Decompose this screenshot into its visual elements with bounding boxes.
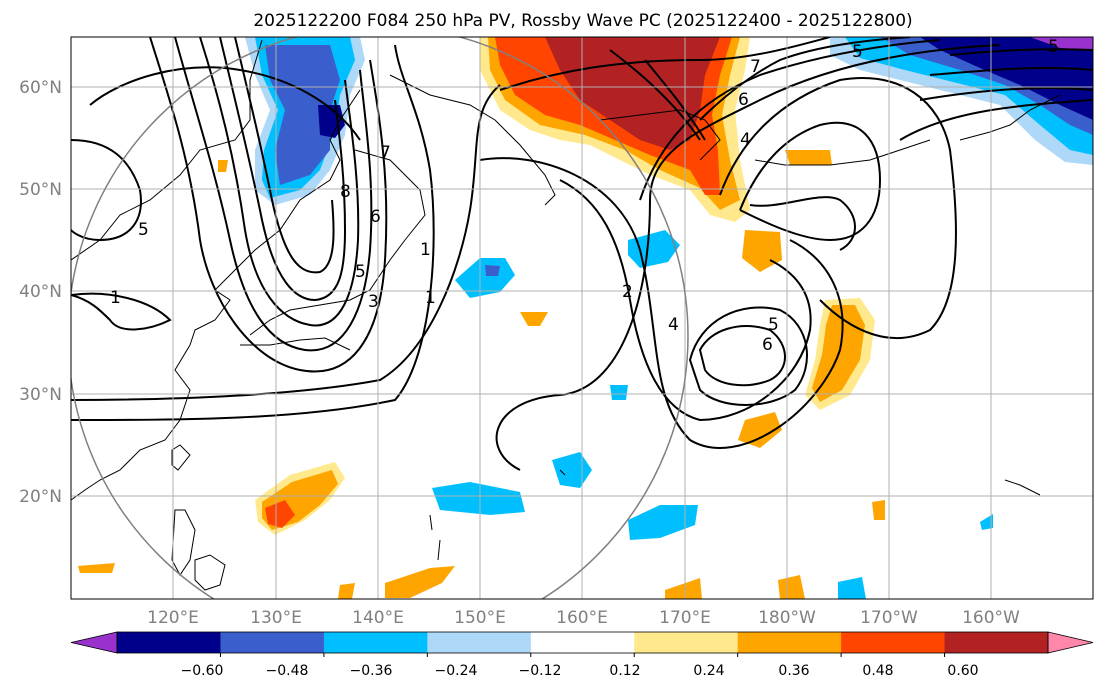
lat-label: 20°N [19,487,62,507]
colorbar-segment [323,632,428,653]
colorbar-segment [841,632,946,653]
colorbar-tick-label: 0.36 [778,663,809,679]
lon-label: 140°E [352,608,404,628]
latitude-labels: 60°N 50°N 40°N 30°N 20°N [19,78,62,507]
contour-labels: 1 5 8 6 7 5 3 1 6 7 4 2 4 5 6 5 5 1 [110,37,1059,355]
lon-label: 180°W [758,608,816,628]
longitude-labels: 120°E 130°E 140°E 150°E 160°E 170°E 180°… [147,608,1020,628]
contour-label: 2 [622,282,633,302]
colorbar-outline [116,631,1049,654]
contour-label: 4 [740,130,751,150]
contour-label: 5 [355,262,366,282]
colorbar-segment [117,632,221,653]
contour-label: 6 [762,335,773,355]
graticule [71,37,1093,599]
colorbar-segment [944,632,1049,653]
lon-label: 160°E [556,608,608,628]
contour-label: 5 [138,220,149,240]
colorbar-tick-label: 0.24 [693,663,724,679]
colorbar-tick-label: 0.48 [862,663,893,679]
lon-label: 170°W [860,608,918,628]
colorbar-tick-label: −0.12 [519,663,562,679]
lon-label: 120°E [147,608,199,628]
contour-label: 7 [380,143,391,163]
colorbar-segment [427,632,532,653]
contour-label: 7 [750,57,761,77]
colorbar-tick-label: −0.60 [181,663,224,679]
colorbar-tick-label: −0.48 [266,663,309,679]
contour-label: 1 [420,240,431,260]
colorbar-extend-low [70,631,118,654]
contour-label: 5 [852,42,863,62]
reference-circle [71,37,689,599]
lon-label: 130°E [250,608,302,628]
contour-label: 5 [1048,37,1059,57]
colorbar-tick-label: −0.36 [350,663,393,679]
map-frame [70,36,1094,600]
chart-title: 2025122200 F084 250 hPa PV, Rossby Wave … [253,11,912,31]
colorbar-tick-labels: −0.60 −0.48 −0.36 −0.24 −0.12 0.12 0.24 … [181,663,979,679]
colorbar-extend-high [1047,631,1094,654]
lat-label: 40°N [19,282,62,302]
colorbar-tick-label: 0.60 [947,663,978,679]
lat-label: 60°N [19,78,62,98]
contour-label: 3 [368,292,379,312]
lon-label: 150°E [454,608,506,628]
lat-label: 50°N [19,180,62,200]
colorbar-tick-label: −0.24 [435,663,478,679]
colorbar-segment [634,632,739,653]
lon-label: 160°W [962,608,1020,628]
contour-label: 6 [370,207,381,227]
contour-label: 4 [668,315,679,335]
colorbar-tick-label: 0.12 [609,663,640,679]
lon-label: 170°E [659,608,711,628]
colorbar-segment [220,632,325,653]
lat-label: 30°N [19,385,62,405]
contour-label: 8 [340,182,351,202]
negative-anomaly-central [455,258,515,298]
contour-label: 1 [425,288,436,308]
colorbar-segment [530,632,635,653]
contour-label: 5 [768,315,779,335]
map-panel: 1 5 8 6 7 5 3 1 6 7 4 2 4 5 6 5 5 1 [19,36,1094,628]
colorbar [70,631,1094,657]
contour-layer [71,37,1093,471]
contour-label: 1 [110,288,121,308]
contour-label: 6 [738,90,749,110]
colorbar-segment [737,632,842,653]
